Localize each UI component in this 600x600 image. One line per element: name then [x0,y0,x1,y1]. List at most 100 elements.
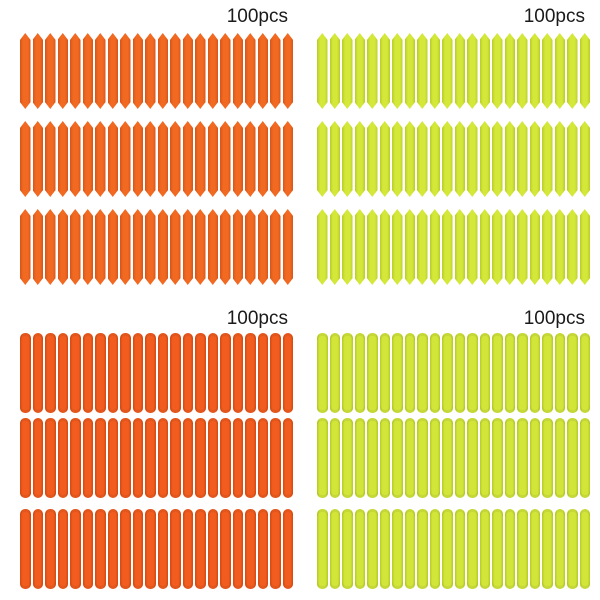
dart [220,333,231,413]
quantity-label: 100pcs [523,6,585,27]
dart [107,209,118,285]
dart [132,418,143,498]
dart [270,121,281,197]
dart [70,33,81,109]
dart [354,121,365,197]
dart [120,418,131,498]
dart [517,509,528,589]
dart [542,121,553,197]
dart [182,121,193,197]
dart [57,33,68,109]
dart [529,33,540,109]
dart [145,509,156,589]
dart [504,33,515,109]
dart [429,333,440,413]
dart [195,121,206,197]
dart [504,333,515,413]
dart [282,121,293,197]
dart [392,333,403,413]
dart-row [317,509,590,589]
dart [404,418,415,498]
dart [107,509,118,589]
dart [195,33,206,109]
dart [342,509,353,589]
dart [417,333,428,413]
dart [529,121,540,197]
dart [282,418,293,498]
dart [32,121,43,197]
dart [504,121,515,197]
dart [442,33,453,109]
dart [45,209,56,285]
dart [554,121,565,197]
dart [257,333,268,413]
dart [157,333,168,413]
dart [567,509,578,589]
dart [257,209,268,285]
dart [157,418,168,498]
dart [554,333,565,413]
orange-round-darts-group: 100pcs [8,300,298,592]
dart [220,418,231,498]
dart [107,333,118,413]
dart [232,209,243,285]
dart [270,33,281,109]
dart [257,509,268,589]
dart [282,333,293,413]
dart [329,418,340,498]
yellow-round-darts-group: 100pcs [305,300,595,592]
dart [367,333,378,413]
dart [32,209,43,285]
dart [492,509,503,589]
dart [120,209,131,285]
dart [232,509,243,589]
dart [170,418,181,498]
yellow-pointed-darts-group: 100pcs [305,0,595,292]
dart [467,333,478,413]
dart [317,509,328,589]
dart [170,509,181,589]
dart [70,209,81,285]
dart [567,33,578,109]
dart [145,418,156,498]
dart [529,209,540,285]
dart-row [317,209,590,285]
dart [429,418,440,498]
dart-row [20,121,293,197]
dart [367,121,378,197]
dart [517,418,528,498]
dart [182,509,193,589]
dart [317,121,328,197]
dart [20,333,31,413]
dart [132,121,143,197]
dart [317,333,328,413]
dart [95,209,106,285]
dart [220,209,231,285]
dart [329,509,340,589]
dart [245,333,256,413]
dart [554,209,565,285]
dart [417,418,428,498]
dart [542,209,553,285]
dart [207,509,218,589]
quantity-label: 100pcs [226,308,288,329]
dart [329,33,340,109]
dart [157,209,168,285]
dart [195,333,206,413]
dart [270,509,281,589]
dart [567,333,578,413]
dart [195,418,206,498]
dart [342,121,353,197]
dart [257,418,268,498]
dart-row [20,333,293,413]
dart [429,209,440,285]
dart [529,333,540,413]
dart [20,209,31,285]
dart [354,333,365,413]
dart [467,209,478,285]
dart [579,418,590,498]
dart [82,33,93,109]
dart [542,418,553,498]
dart [82,333,93,413]
dart [492,333,503,413]
